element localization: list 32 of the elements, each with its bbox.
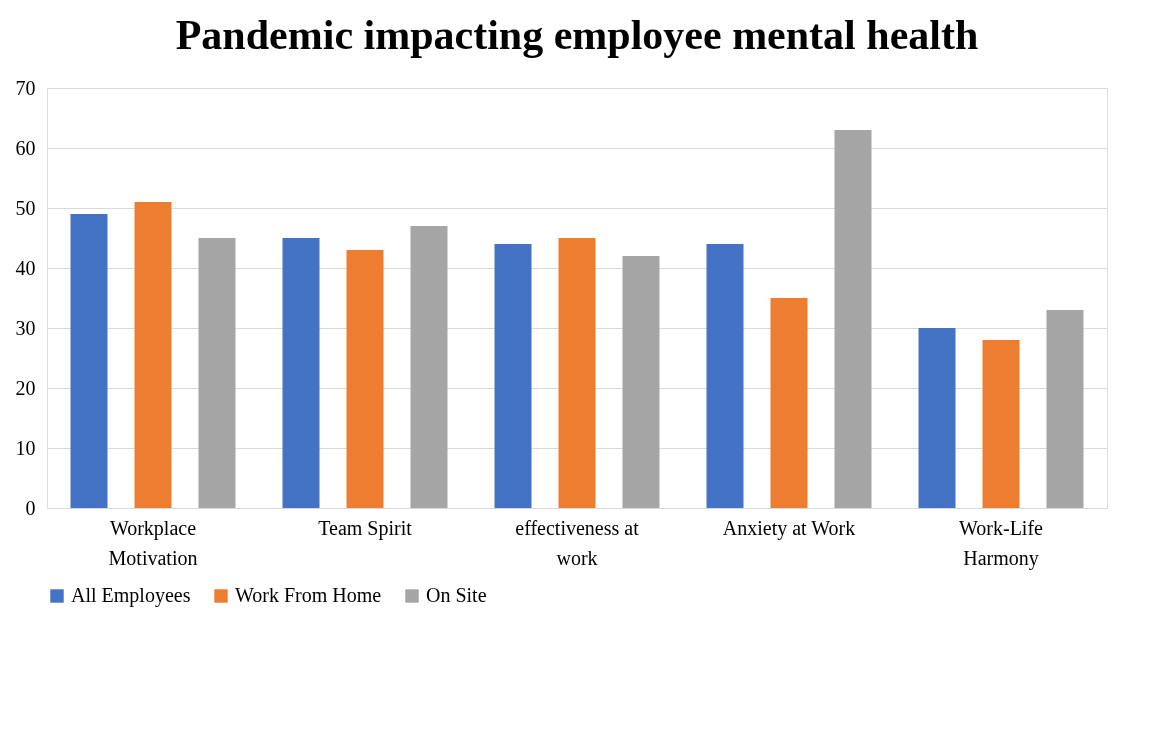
- x-tick-label: effectiveness at work: [515, 516, 640, 569]
- y-tick-label: 40: [15, 256, 36, 279]
- bar: [198, 238, 236, 508]
- bar: [770, 298, 808, 508]
- bar: [282, 238, 320, 508]
- y-tick-label: 30: [15, 316, 36, 339]
- bar: [494, 244, 532, 508]
- y-tick-label: 0: [25, 496, 36, 519]
- bar: [982, 340, 1020, 508]
- y-tick-label: 70: [15, 76, 36, 99]
- bar: [134, 202, 172, 508]
- legend-label: Work From Home: [235, 584, 382, 606]
- x-tick-label: Work-Life Harmony: [959, 516, 1044, 570]
- x-tick-label: Team Spirit: [318, 516, 413, 540]
- y-tick-label: 60: [15, 136, 36, 159]
- bar: [918, 328, 956, 508]
- legend-label: On Site: [426, 584, 487, 606]
- chart-title: Pandemic impacting employee mental health: [175, 12, 979, 58]
- bar: [622, 256, 660, 508]
- legend-label: All Employees: [71, 584, 191, 607]
- y-tick-label: 10: [15, 436, 36, 459]
- y-tick-label: 20: [15, 376, 36, 399]
- bar: [558, 238, 596, 508]
- bar: [834, 130, 872, 508]
- bar: [346, 250, 384, 508]
- bar: [70, 214, 108, 508]
- x-tick-label: Workplace Motivation: [108, 516, 198, 569]
- bar: [410, 226, 448, 508]
- y-tick-label: 50: [15, 196, 36, 219]
- bar: [706, 244, 744, 508]
- x-tick-label: Anxiety at Work: [722, 516, 856, 540]
- bar: [1046, 310, 1084, 508]
